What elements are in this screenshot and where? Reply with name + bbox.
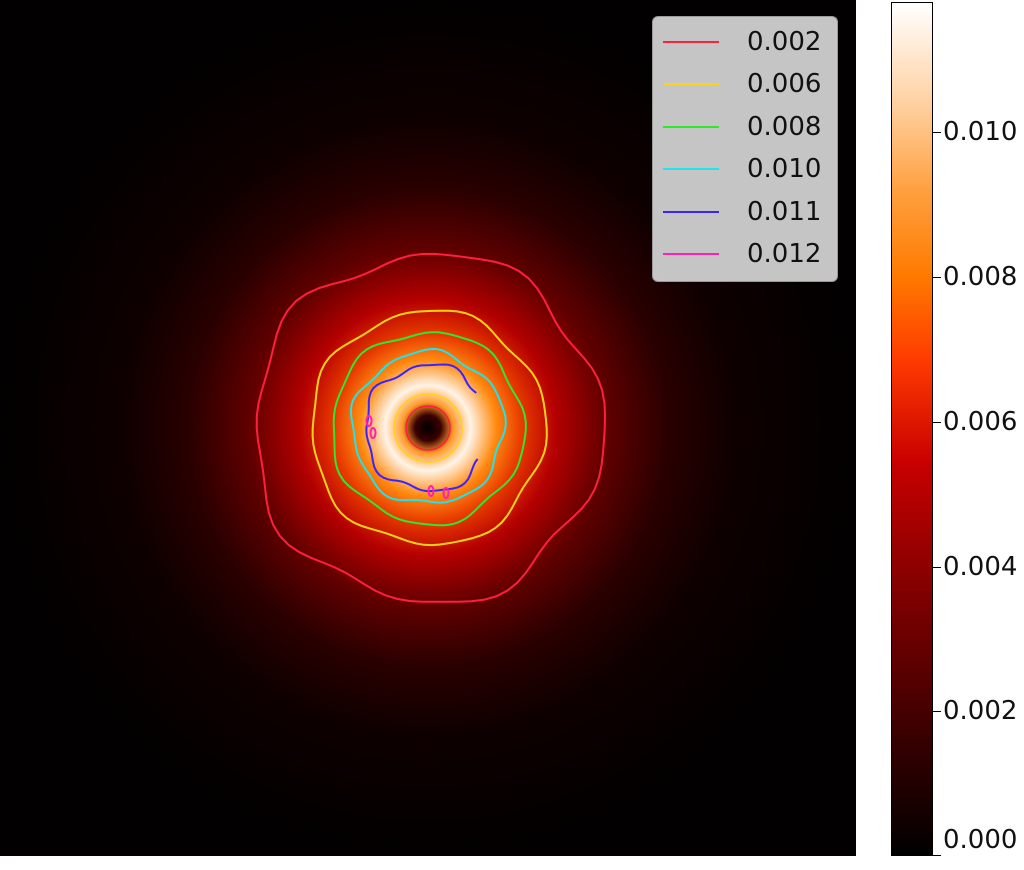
legend-label: 0.008 bbox=[747, 112, 822, 142]
colorbar-tick-label: 0.002 bbox=[943, 696, 1018, 727]
contour-0.006-inner bbox=[393, 393, 463, 463]
contour-0.012 bbox=[427, 485, 435, 497]
contour-0.002-inner bbox=[405, 405, 451, 451]
legend-swatch bbox=[663, 83, 719, 85]
legend-swatch bbox=[663, 41, 719, 43]
legend-entry: 0.006 bbox=[653, 63, 839, 105]
legend-entry: 0.002 bbox=[653, 21, 839, 63]
colorbar-tick-label: 0.010 bbox=[943, 117, 1018, 148]
legend-label: 0.006 bbox=[747, 69, 822, 99]
colorbar-tick-label: 0.004 bbox=[943, 551, 1018, 582]
legend-entry: 0.011 bbox=[653, 191, 839, 233]
colorbar-tick bbox=[933, 132, 941, 134]
colorbar-tick-label: 0.000 bbox=[943, 825, 1018, 855]
colorbar-tick bbox=[933, 711, 941, 713]
colorbar bbox=[891, 2, 933, 856]
contour-0.008 bbox=[332, 331, 527, 527]
legend: 0.002 0.006 0.008 0.010 0.011 0.012 bbox=[652, 16, 838, 282]
legend-label: 0.011 bbox=[747, 197, 822, 227]
contour-0.012 bbox=[365, 415, 373, 427]
legend-entry: 0.008 bbox=[653, 106, 839, 148]
colorbar-tick bbox=[933, 855, 941, 856]
contour-0.006 bbox=[311, 309, 548, 547]
colorbar-tick-label: 0.008 bbox=[943, 262, 1018, 293]
contour-lines bbox=[255, 252, 607, 603]
legend-swatch bbox=[663, 253, 719, 255]
legend-label: 0.010 bbox=[747, 154, 822, 184]
colorbar-tick bbox=[933, 566, 941, 568]
colorbar-tick-label: 0.006 bbox=[943, 406, 1018, 437]
legend-entry: 0.012 bbox=[653, 233, 839, 275]
contour-0.012 bbox=[442, 487, 450, 499]
colorbar-tick bbox=[933, 277, 941, 279]
legend-label: 0.002 bbox=[747, 27, 822, 57]
legend-swatch bbox=[663, 168, 719, 170]
legend-swatch bbox=[663, 211, 719, 213]
contour-0.010 bbox=[349, 348, 507, 504]
contour-0.002 bbox=[255, 252, 607, 603]
contour-0.012 bbox=[369, 427, 377, 439]
legend-entry: 0.010 bbox=[653, 148, 839, 190]
colorbar-tick bbox=[933, 421, 941, 423]
legend-swatch bbox=[663, 126, 719, 128]
legend-label: 0.012 bbox=[747, 239, 822, 269]
contour-0.011 bbox=[365, 363, 479, 493]
